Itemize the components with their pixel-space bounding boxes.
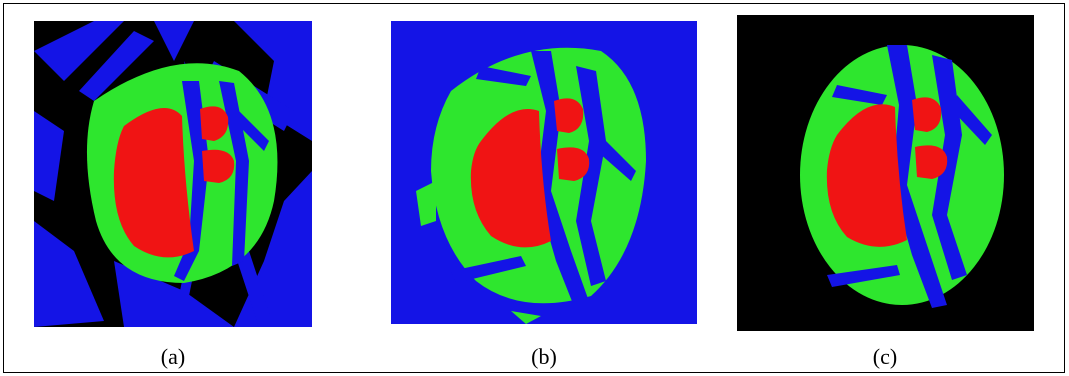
caption-c: (c) (872, 344, 898, 369)
caption-b: (b) (531, 344, 557, 369)
segmentation-panel-c (737, 15, 1034, 331)
segmentation-panel-a (34, 21, 312, 327)
caption-a: (a) (160, 344, 186, 369)
segmentation-panel-b (391, 21, 697, 324)
figure-frame: (a) (b) (c) (3, 3, 1065, 373)
